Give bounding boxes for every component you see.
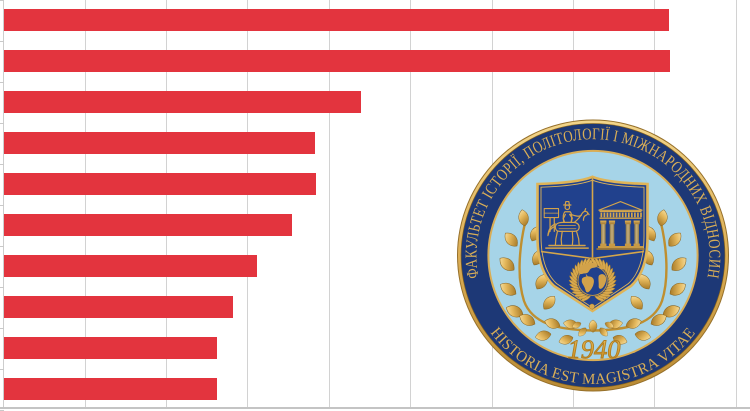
svg-text:1940: 1940 <box>568 334 621 364</box>
